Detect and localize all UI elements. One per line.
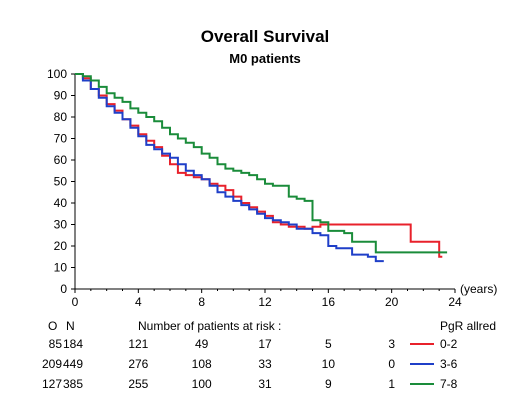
risk-count: 121 [128, 337, 148, 351]
risk-n-value: 449 [63, 357, 83, 371]
x-tick-label: 8 [198, 295, 205, 309]
risk-count: 17 [258, 337, 272, 351]
risk-count: 276 [128, 357, 148, 371]
x-tick-label: 12 [258, 295, 272, 309]
y-tick-label: 30 [54, 218, 68, 232]
legend-label: 7-8 [440, 377, 458, 391]
chart-title: Overall Survival [201, 27, 330, 46]
y-tick-label: 20 [54, 239, 68, 253]
risk-o-value: 209 [42, 357, 62, 371]
legend-label: 3-6 [440, 357, 458, 371]
risk-count: 49 [195, 337, 209, 351]
risk-count: 3 [388, 337, 395, 351]
legend-title: PgR allred [440, 319, 496, 333]
legend-label: 0-2 [440, 337, 458, 351]
risk-n-value: 184 [63, 337, 83, 351]
chart-subtitle: M0 patients [229, 51, 301, 66]
y-tick-label: 50 [54, 175, 68, 189]
survival-line-3-6 [75, 73, 384, 263]
risk-col-o-header: O [48, 319, 57, 333]
risk-count: 9 [325, 377, 332, 391]
y-tick-label: 0 [60, 282, 67, 296]
y-tick-label: 10 [54, 261, 68, 275]
risk-col-n-header: N [66, 319, 75, 333]
plot-lines [75, 73, 448, 263]
x-tick-label: 24 [448, 295, 462, 309]
x-axis-unit-label: (years) [460, 282, 497, 296]
y-tick-label: 70 [54, 132, 68, 146]
x-tick-label: 16 [322, 295, 336, 309]
y-tick-label: 60 [54, 153, 68, 167]
axes: 0 10 20 30 40 50 60 70 80 90 100 0 4 8 12 16 20 24 [47, 67, 462, 309]
risk-count: 5 [325, 337, 332, 351]
x-tick-label: 20 [385, 295, 399, 309]
y-tick-label: 90 [54, 89, 68, 103]
risk-count: 0 [388, 357, 395, 371]
survival-line-7-8 [75, 73, 448, 254]
risk-count: 255 [128, 377, 148, 391]
x-tick-label: 4 [135, 295, 142, 309]
x-tick-label: 0 [72, 295, 79, 309]
risk-count: 108 [192, 357, 212, 371]
risk-table: O N Number of patients at risk : PgR all… [42, 319, 496, 391]
y-tick-label: 80 [54, 110, 68, 124]
risk-count: 100 [192, 377, 212, 391]
y-tick-label: 100 [47, 67, 67, 81]
y-tick-label: 40 [54, 196, 68, 210]
risk-count: 1 [388, 377, 395, 391]
risk-count: 10 [322, 357, 336, 371]
risk-o-value: 85 [49, 337, 63, 351]
risk-caption: Number of patients at risk : [138, 319, 281, 333]
risk-n-value: 385 [63, 377, 83, 391]
risk-count: 33 [258, 357, 272, 371]
risk-count: 31 [258, 377, 272, 391]
risk-o-value: 127 [42, 377, 62, 391]
